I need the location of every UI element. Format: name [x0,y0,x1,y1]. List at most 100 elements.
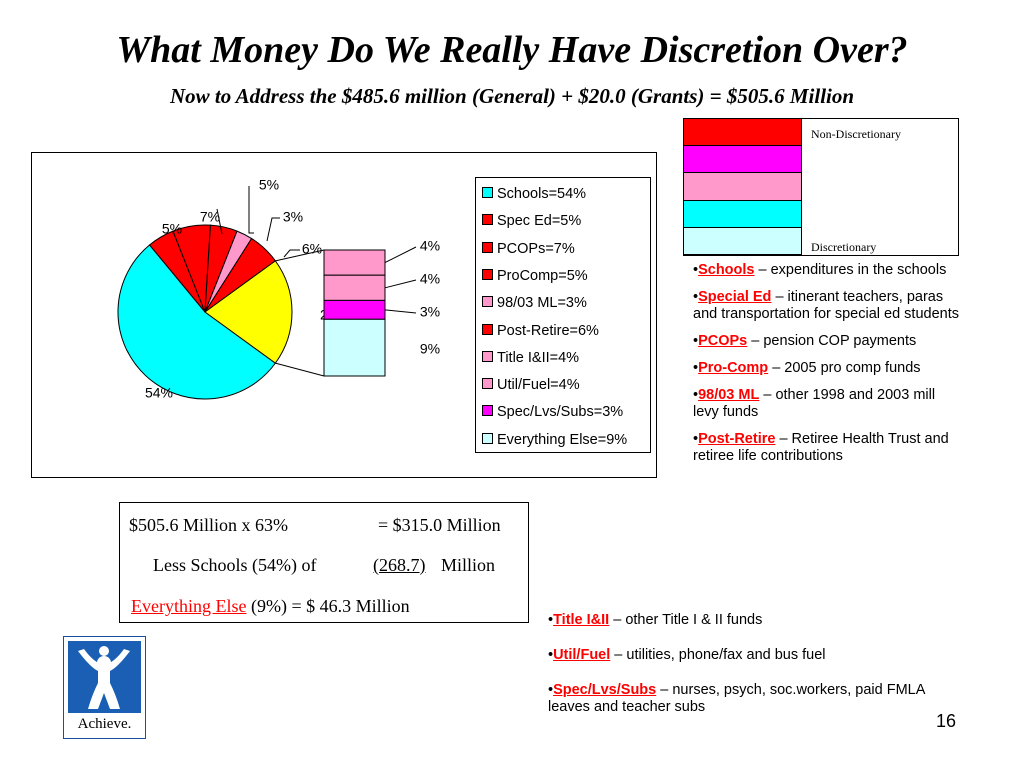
breakout-label-1: 4% [420,271,440,287]
discretionary-label: Discretionary [811,240,877,254]
key-swatch-4 [684,227,802,255]
definition-item: •98/03 ML – other 1998 and 2003 mill lev… [693,387,963,421]
definition-term: Title I&II [553,612,610,628]
legend-label: Post-Retire=6% [497,322,599,339]
key-swatch-0 [684,119,802,147]
legend-swatch [482,323,493,335]
breakout-connector-bottom [275,362,325,377]
definition-text: – utilities, phone/fax and bus fuel [610,647,826,663]
definition-term: Schools [698,262,755,278]
calc-line2-left: Less Schools (54%) of [153,555,317,575]
breakout-label-0: 4% [420,238,440,254]
legend-swatch [482,296,493,308]
pie-chart: 54%5%7%5%3%6%20%4%4%3%9% [117,177,440,401]
legend-label: Schools=54% [497,186,587,202]
pie-leader-line-0 [216,208,223,235]
definition-term: 98/03 ML [698,387,760,403]
calc-line3: Everything Else (9%) = $ 46.3 Million [131,596,410,617]
legend-label: Title I&II=4% [497,349,580,366]
chart-frame: 54%5%7%5%3%6%20%4%4%3%9% [31,152,657,478]
legend-label: Util/Fuel=4% [497,377,580,394]
legend-item-7: Util/Fuel=4% [482,377,580,393]
definition-item: •Schools – expenditures in the schools [693,262,963,279]
legend-swatch [482,350,493,362]
breakout-label-2: 3% [420,304,440,320]
legend-swatch [482,378,493,390]
legend-swatch [482,187,493,198]
bullet-icon: • [693,262,699,278]
calc-line2-amount: (268.7) [373,555,426,575]
key-swatch-1 [684,146,802,174]
logo-text: Achieve. [77,716,132,732]
breakout-leader-1 [384,279,417,289]
key-swatch-2 [684,173,802,201]
slide-title: What Money Do We Really Have Discretion … [116,29,908,71]
definitions-list: •Schools – expenditures in the schools •S… [693,262,963,475]
legend-label: Spec/Lvs/Subs=3% [497,404,624,421]
pie-label-1: 5% [162,221,182,237]
legend-item-0: Schools=54% [482,186,586,202]
discretion-key-table: Non-Discretionary Discretionary [683,118,959,256]
bullet-icon: • [693,333,699,349]
page-number: 16 [936,711,957,731]
legend-item-6: Title I&II=4% [482,350,579,366]
definition-term: PCOPs [698,333,748,349]
pie-leader-line-3 [283,249,300,258]
definition-item: •PCOPs – pension COP payments [693,333,963,350]
definition-term: Spec/Lvs/Subs [553,682,657,698]
definition-item: •Post-Retire – Retiree Health Trust and … [693,431,963,465]
calc-line1-left: $505.6 Million x 63% [129,515,289,535]
legend-item-5: Post-Retire=6% [482,323,599,339]
definition-item: •Title I&II – other Title I & II funds [548,612,968,629]
definition-term: Pro-Comp [698,360,769,376]
legend-swatch [482,241,493,253]
breakout-bar-segment-0 [323,249,386,276]
breakout-connector-top [275,249,325,262]
breakout-bar-segment-2 [323,299,386,320]
bullet-icon: • [548,612,554,628]
calc-everything-else: Everything Else [131,596,247,616]
key-swatch-3 [684,200,802,228]
definition-item: •Util/Fuel – utilities, phone/fax and bu… [548,647,968,664]
legend-item-4: 98/03 ML=3% [482,295,587,311]
bullet-icon: • [693,360,699,376]
pie-leader-line-1 [248,186,254,234]
bullet-icon: • [693,289,699,305]
calc-line1-right: = $315.0 Million [378,515,501,535]
legend-item-8: Spec/Lvs/Subs=3% [482,404,623,420]
definition-text: – other Title I & II funds [609,612,763,628]
pie-leader-line-2 [266,217,280,242]
legend-swatch [482,214,493,226]
calc-line2-unit: Million [441,555,496,575]
legend-swatch [482,405,493,417]
chart-legend: Schools=54% Spec Ed=5% PCOPs=7% ProComp=5% 9… [475,177,651,453]
legend-swatch [482,432,493,444]
legend-label: PCOPs=7% [497,240,575,257]
legend-label: Everything Else=9% [497,431,628,448]
calc-line3-rest: (9%) = $ 46.3 Million [246,596,410,616]
pie-slice-0 [117,244,277,400]
legend-item-1: Spec Ed=5% [482,213,581,229]
achieve-logo: Achieve. [63,636,146,739]
definition-text: – 2005 pro comp funds [768,360,921,376]
pie-label-5: 6% [302,241,322,257]
breakout-bar-segment-1 [323,274,386,301]
definitions-list-2: •Title I&II – other Title I & II funds •U… [548,612,968,734]
pie-label-4: 3% [283,209,303,225]
calculation-box: $505.6 Million x 63% = $315.0 Million Le… [119,502,529,623]
definition-term: Special Ed [698,289,772,305]
legend-label: ProComp=5% [497,267,588,284]
legend-swatch [482,268,493,280]
definition-text: – itinerant teachers, paras and transpor… [693,289,959,322]
legend-item-3: ProComp=5% [482,268,588,284]
definition-item: •Special Ed – itinerant teachers, paras … [693,289,963,323]
legend-label: Spec Ed=5% [497,213,582,230]
definition-text: – expenditures in the schools [754,262,947,278]
bullet-icon: • [548,682,554,698]
legend-item-2: PCOPs=7% [482,241,575,257]
breakout-bar-segment-3 [323,318,386,377]
legend-item-9: Everything Else=9% [482,432,627,448]
achieve-logo-icon [68,641,141,713]
definition-term: Util/Fuel [553,647,611,663]
definition-text: – pension COP payments [747,333,917,349]
